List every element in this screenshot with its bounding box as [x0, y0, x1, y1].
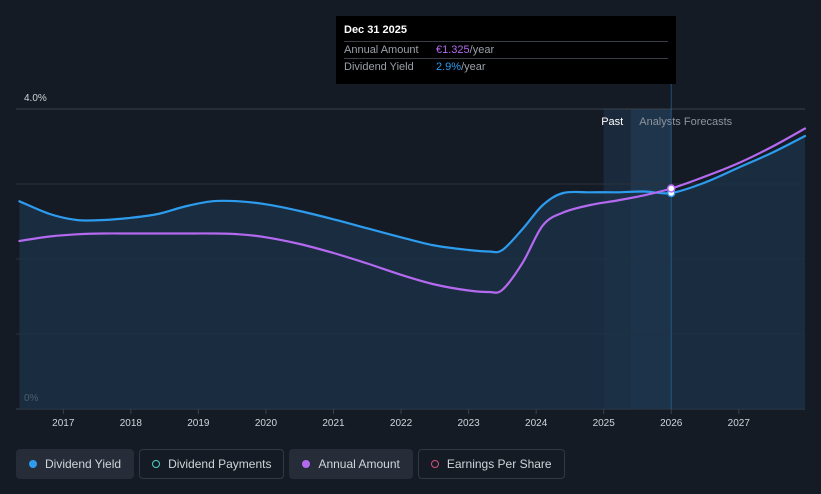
dividend-payments-ring-icon	[152, 460, 161, 468]
x-tick-label: 2023	[457, 418, 480, 429]
legend-label: Dividend Payments	[168, 457, 272, 471]
dividend-yield-line	[18, 134, 807, 254]
x-tick-label: 2021	[322, 418, 345, 429]
tooltip-yield-unit: /year	[461, 61, 486, 73]
x-tick-label: 2027	[728, 418, 751, 429]
tooltip-amount-unit: /year	[469, 44, 495, 56]
tooltip-yield-value: 2.9%	[436, 61, 462, 73]
x-tick-label: 2022	[390, 418, 413, 429]
tooltip-yield-label: Dividend Yield	[344, 61, 414, 73]
legend-label: Dividend Yield	[45, 457, 122, 471]
legend-dividend-yield[interactable]: Dividend Yield	[16, 449, 135, 479]
annual-amount-marker	[666, 184, 676, 193]
legend-annual-amount[interactable]: Annual Amount	[289, 449, 413, 479]
tooltip-yield-row: Dividend Yield 2.9% /year	[344, 58, 668, 75]
x-tick-label: 2018	[120, 418, 143, 429]
x-tick-label: 2025	[593, 418, 616, 429]
legend-label: Earnings Per Share	[446, 457, 552, 471]
chart-tooltip: Dec 31 2025 Annual Amount €1.325 /year D…	[336, 16, 676, 84]
legend-earnings-per-share[interactable]: Earnings Per Share	[417, 449, 565, 479]
tooltip-amount-value: €1.325	[436, 44, 470, 56]
chart-legend: Dividend Yield Dividend Payments Annual …	[16, 449, 565, 481]
forecast-label: Analysts Forecasts	[639, 116, 732, 128]
earnings-per-share-ring-icon	[430, 460, 439, 468]
dividend-yield-area	[19, 136, 805, 409]
legend-label: Annual Amount	[318, 457, 400, 471]
dividend-yield-dot-icon	[29, 460, 37, 468]
past-label: Past	[601, 116, 623, 128]
tooltip-amount-row: Annual Amount €1.325 /year	[344, 41, 668, 58]
x-tick-label: 2024	[525, 418, 548, 429]
dividend-chart: 4.0%0%2017201820192020202120222023202420…	[16, 84, 807, 429]
tooltip-amount-label: Annual Amount	[344, 44, 419, 56]
y-tick-label: 4.0%	[24, 93, 47, 104]
x-tick-label: 2017	[52, 418, 75, 429]
annual-amount-dot-icon	[302, 460, 311, 468]
legend-dividend-payments[interactable]: Dividend Payments	[139, 449, 285, 479]
x-tick-label: 2026	[660, 418, 683, 429]
annual-amount-line	[18, 127, 807, 294]
x-tick-label: 2020	[255, 418, 278, 429]
tooltip-date: Dec 31 2025	[344, 24, 407, 36]
x-tick-label: 2019	[187, 418, 210, 429]
